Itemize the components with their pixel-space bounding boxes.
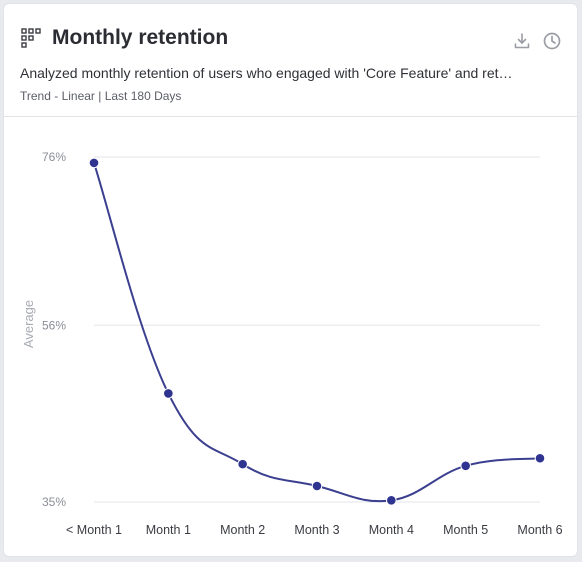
x-tick-label: Month 3 [294, 523, 339, 537]
series-line [93, 162, 541, 503]
series-path [93, 162, 541, 503]
data-point[interactable] [460, 460, 471, 472]
x-tick-label: Month 6 [517, 523, 562, 537]
data-point[interactable] [311, 480, 323, 492]
card-header: Monthly retention Analyzed monthly reten… [4, 4, 577, 117]
data-point[interactable] [386, 495, 397, 506]
chart-card: Monthly retention Analyzed monthly reten… [3, 3, 578, 557]
data-points [88, 157, 546, 506]
x-tick-labels: < Month 1 Month 1 Month 2 Month 3 Month 4 Mon… [66, 523, 563, 537]
data-point[interactable] [237, 458, 248, 470]
grid-lines [94, 156, 540, 503]
data-point[interactable] [163, 388, 174, 399]
y-tick-label: 56% [42, 318, 66, 332]
card-meta: Trend - Linear | Last 180 Days [20, 89, 182, 103]
y-axis-title: Average [21, 300, 36, 348]
data-point[interactable] [88, 157, 100, 169]
y-tick-labels: 35% 56% 76% [42, 150, 66, 509]
y-tick-label: 76% [42, 150, 66, 164]
x-tick-label: Month 4 [369, 523, 414, 537]
x-tick-label: Month 1 [146, 523, 191, 537]
card-title: Monthly retention [52, 26, 229, 49]
data-point[interactable] [534, 452, 546, 464]
x-tick-label: < Month 1 [66, 523, 122, 537]
line-chart: 35% 56% 76% < Month 1 Month 1 Month 2 Month 3… [21, 150, 563, 537]
x-tick-label: Month 5 [443, 523, 488, 537]
y-tick-label: 35% [42, 495, 66, 509]
x-tick-label: Month 2 [220, 523, 265, 537]
grid-icon [21, 28, 41, 48]
history-icon[interactable] [542, 31, 562, 51]
download-icon[interactable] [512, 31, 532, 51]
